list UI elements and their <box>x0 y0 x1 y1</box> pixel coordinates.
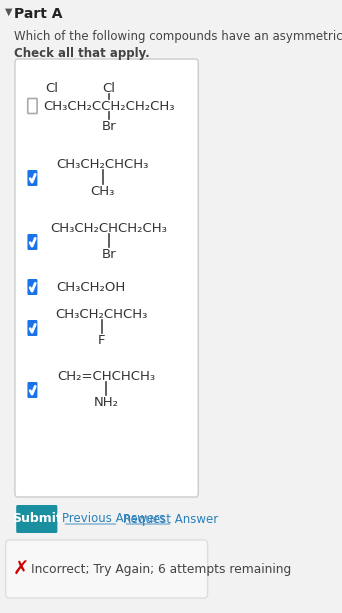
Text: Incorrect; Try Again; 6 attempts remaining: Incorrect; Try Again; 6 attempts remaini… <box>31 563 291 576</box>
Text: Submit: Submit <box>12 512 62 525</box>
FancyBboxPatch shape <box>28 99 37 113</box>
FancyBboxPatch shape <box>27 382 37 398</box>
Text: Check all that apply.: Check all that apply. <box>14 47 149 60</box>
Text: Cl: Cl <box>103 82 116 95</box>
Text: CH₂=CHCHCH₃: CH₂=CHCHCH₃ <box>57 370 155 383</box>
Text: ▼: ▼ <box>5 7 13 17</box>
FancyBboxPatch shape <box>16 505 57 533</box>
Text: CH₃CH₂CCH₂CH₂CH₃: CH₃CH₂CCH₂CH₂CH₃ <box>43 100 175 113</box>
Text: CH₃CH₂CHCH₃: CH₃CH₂CHCH₃ <box>55 308 148 321</box>
Text: ✗: ✗ <box>13 560 29 579</box>
FancyBboxPatch shape <box>27 279 37 295</box>
Text: Part A: Part A <box>14 7 62 21</box>
Text: Previous Answers: Previous Answers <box>62 512 166 525</box>
FancyBboxPatch shape <box>15 59 198 497</box>
Text: Which of the following compounds have an asymmetric center?: Which of the following compounds have an… <box>14 30 342 43</box>
Text: Request Answer: Request Answer <box>123 512 219 525</box>
Text: CH₃CH₂OH: CH₃CH₂OH <box>56 281 125 294</box>
Text: Br: Br <box>102 120 116 133</box>
Text: CH₃CH₂CHCH₂CH₃: CH₃CH₂CHCH₂CH₃ <box>51 222 168 235</box>
Text: Br: Br <box>102 248 116 261</box>
FancyBboxPatch shape <box>27 234 37 250</box>
FancyBboxPatch shape <box>27 170 37 186</box>
Text: Cl: Cl <box>45 82 58 95</box>
Text: NH₂: NH₂ <box>93 396 118 409</box>
FancyBboxPatch shape <box>27 320 37 336</box>
Text: CH₃CH₂CHCH₃: CH₃CH₂CHCH₃ <box>57 158 149 171</box>
Text: CH₃: CH₃ <box>91 185 115 198</box>
FancyBboxPatch shape <box>5 540 208 598</box>
Text: F: F <box>98 334 105 347</box>
